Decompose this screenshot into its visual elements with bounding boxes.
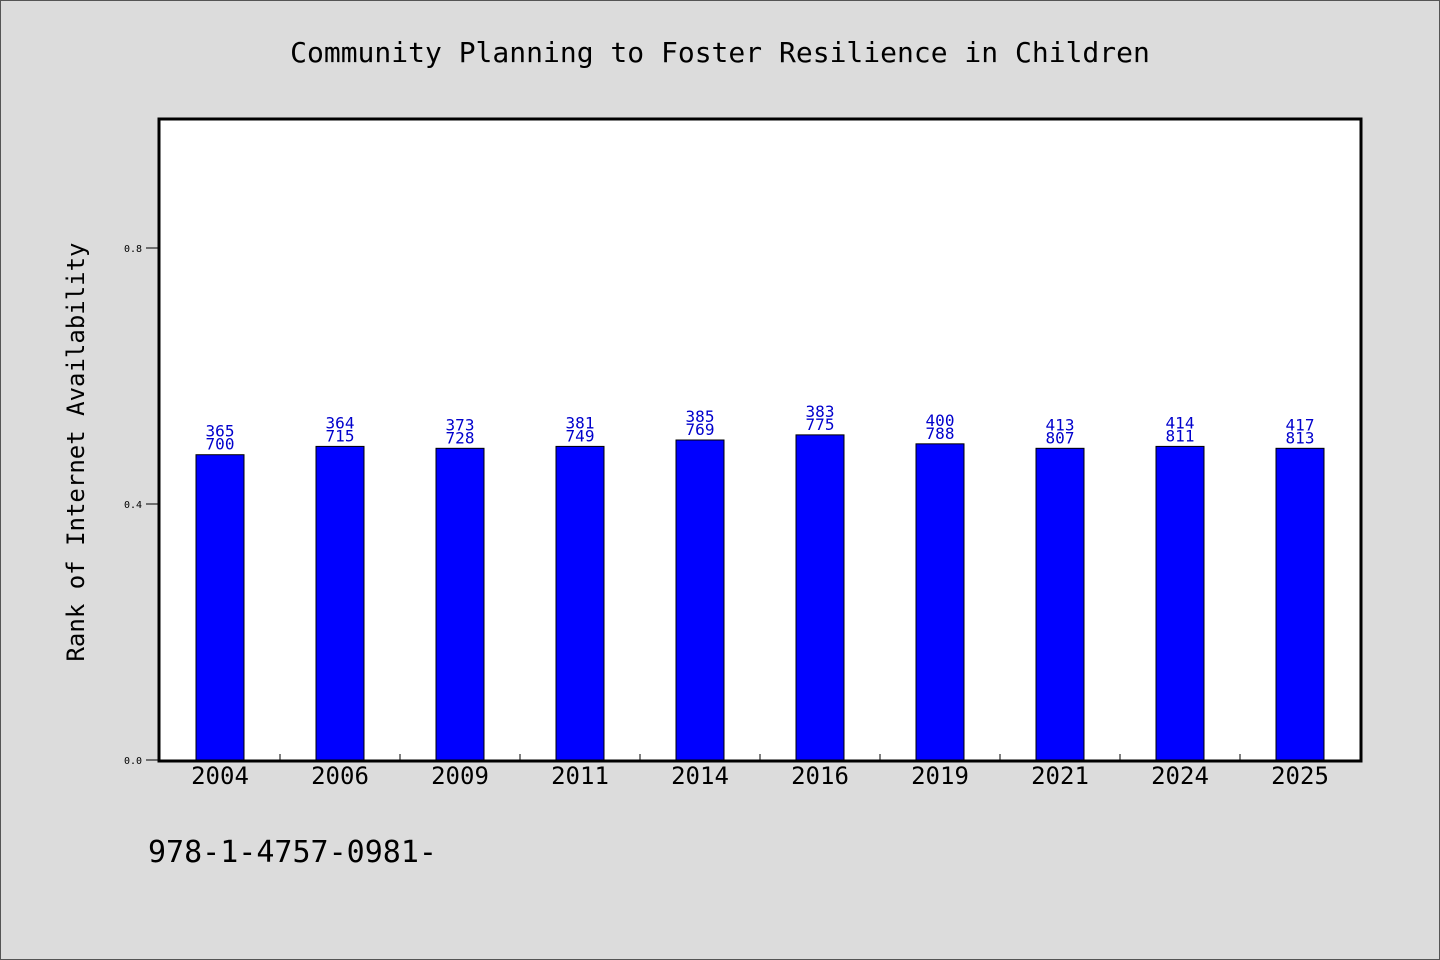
data-label-top: 417	[1286, 415, 1315, 434]
x-axis-tick-labels: 2004 2006 2009 2011 2014 2016 2019 2021 2024 2025	[191, 762, 1329, 790]
bar-2016	[795, 434, 845, 761]
bar-2019	[915, 443, 965, 761]
data-label-bottom: 788	[926, 424, 955, 443]
footnote-text: 978-1-4757-0981-	[148, 835, 437, 870]
x-tick-label: 2004	[191, 762, 249, 790]
data-label-top: 414	[1166, 413, 1195, 432]
bar-2009	[435, 447, 485, 761]
bar-2006	[315, 445, 365, 761]
data-label-top: 400	[926, 411, 955, 430]
x-tick-label: 2014	[671, 762, 729, 790]
x-tick-label: 2009	[431, 762, 489, 790]
y-tick-label: 0.0	[124, 756, 142, 767]
y-tick-label: 0.4	[124, 500, 142, 511]
data-label-bottom: 700	[206, 435, 235, 454]
data-label-top: 364	[326, 413, 355, 432]
x-tick-label: 2019	[911, 762, 969, 790]
data-label-top: 383	[806, 402, 835, 421]
data-label-bottom: 775	[806, 415, 835, 434]
y-axis-label: Rank of Internet Availability	[62, 242, 90, 661]
data-label-bottom: 769	[686, 420, 715, 439]
data-label-bottom: 749	[566, 426, 595, 445]
x-axis-minor-ticks	[279, 754, 1241, 760]
bar-2025	[1275, 447, 1325, 761]
bar-2024	[1155, 445, 1205, 761]
x-tick-label: 2024	[1151, 762, 1209, 790]
data-label-bottom: 728	[446, 428, 475, 447]
x-tick-label: 2006	[311, 762, 369, 790]
bar-2021	[1035, 447, 1085, 761]
data-label-bottom: 811	[1166, 426, 1195, 445]
bar-2011	[555, 445, 605, 761]
data-label-top: 381	[566, 413, 595, 432]
data-label-bottom: 807	[1046, 428, 1075, 447]
x-tick-label: 2025	[1271, 762, 1329, 790]
x-tick-label: 2021	[1031, 762, 1089, 790]
data-label-top: 365	[206, 422, 235, 441]
data-label-bottom: 715	[326, 426, 355, 445]
chart-title: Community Planning to Foster Resilience …	[290, 36, 1150, 69]
y-tick-label: 0.8	[124, 244, 142, 255]
bar-2014	[675, 439, 725, 761]
bar-2004	[195, 454, 245, 761]
data-label-top: 385	[686, 407, 715, 426]
x-tick-label: 2011	[551, 762, 609, 790]
data-label-bottom: 813	[1286, 428, 1315, 447]
data-label-top: 373	[446, 415, 475, 434]
data-label-top: 413	[1046, 415, 1075, 434]
x-tick-label: 2016	[791, 762, 849, 790]
y-axis-ticks: 0.0 0.4 0.8	[124, 244, 160, 767]
